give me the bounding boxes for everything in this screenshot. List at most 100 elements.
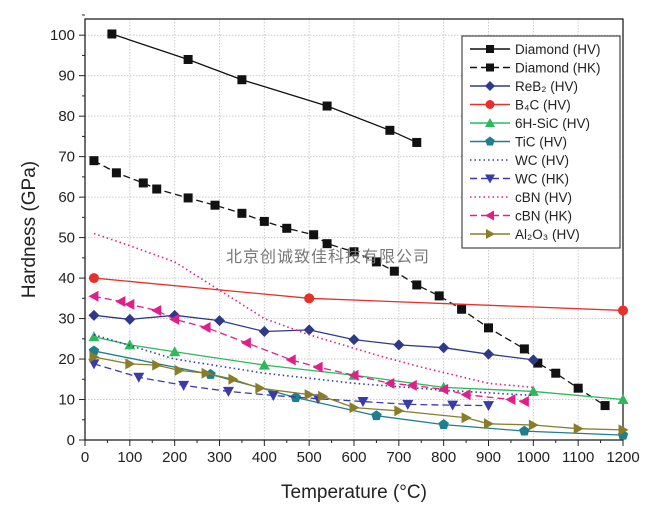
data-point xyxy=(222,386,234,397)
legend-label: Diamond (HV) xyxy=(515,42,601,57)
data-point xyxy=(309,230,319,240)
data-point xyxy=(151,304,162,316)
y-tick-label: 20 xyxy=(58,351,75,368)
data-point xyxy=(124,313,136,325)
data-point xyxy=(348,369,359,381)
legend-marker xyxy=(485,174,495,184)
y-tick-label: 80 xyxy=(58,108,75,125)
data-point xyxy=(406,379,417,391)
y-tick-label: 40 xyxy=(58,270,75,287)
data-point xyxy=(505,394,516,406)
data-point xyxy=(178,380,190,391)
data-point xyxy=(438,342,450,354)
data-point xyxy=(518,396,529,408)
data-point xyxy=(124,298,135,310)
legend-marker xyxy=(485,81,495,91)
data-point xyxy=(200,321,211,333)
data-point xyxy=(551,368,561,378)
data-point xyxy=(89,156,99,166)
data-point xyxy=(348,334,360,346)
data-point xyxy=(519,425,530,436)
y-tick-label: 10 xyxy=(58,392,75,409)
series-b-c-hv- xyxy=(88,273,628,316)
data-point xyxy=(259,216,269,226)
data-point xyxy=(152,184,162,194)
x-tick-label: 700 xyxy=(386,449,411,466)
legend-label: TiC (HV) xyxy=(515,135,567,150)
data-point xyxy=(169,313,180,325)
data-point xyxy=(258,326,270,338)
data-point xyxy=(237,75,247,85)
data-point xyxy=(183,193,193,203)
data-point xyxy=(183,54,193,64)
legend-label: WC (HV) xyxy=(515,153,569,168)
data-point xyxy=(88,309,100,321)
series-wc-hv- xyxy=(93,333,534,397)
legend-marker xyxy=(486,229,495,239)
y-tick-label: 30 xyxy=(58,311,75,328)
x-tick-label: 600 xyxy=(341,449,366,466)
legend-label: cBN (HV) xyxy=(515,190,572,205)
data-point xyxy=(88,273,99,284)
y-tick-label: 50 xyxy=(58,230,75,247)
x-tick-label: 1100 xyxy=(562,449,594,466)
data-point xyxy=(152,359,163,371)
data-point xyxy=(304,389,315,401)
series-line xyxy=(93,333,534,397)
legend-marker xyxy=(485,118,495,127)
data-point xyxy=(111,168,121,178)
series-line xyxy=(93,277,624,312)
legend-label: Diamond (HK) xyxy=(515,61,601,76)
series-line xyxy=(93,363,489,407)
series-cbn-hk- xyxy=(88,290,529,408)
data-point xyxy=(169,346,181,357)
data-point xyxy=(357,397,369,408)
data-point xyxy=(461,412,472,424)
y-tick-label: 0 xyxy=(67,432,75,449)
legend-marker xyxy=(485,136,495,146)
data-point xyxy=(89,351,100,363)
data-point xyxy=(600,401,610,411)
series-line xyxy=(93,295,525,403)
x-tick-label: 800 xyxy=(431,449,456,466)
data-point xyxy=(394,405,405,417)
data-point xyxy=(412,280,422,290)
data-point xyxy=(210,200,220,210)
data-point xyxy=(124,339,136,350)
x-tick-label: 500 xyxy=(297,449,322,466)
legend-label: B₄C (HV) xyxy=(515,98,571,113)
data-point xyxy=(107,29,117,39)
data-point xyxy=(138,178,148,188)
y-axis-title: Hardness (GPa) xyxy=(19,161,40,298)
data-point xyxy=(573,423,584,435)
data-point xyxy=(258,359,270,370)
legend-label: cBN (HK) xyxy=(515,209,572,224)
data-point xyxy=(282,223,292,233)
x-tick-label: 300 xyxy=(207,449,232,466)
data-point xyxy=(483,348,494,360)
series-wc-hk- xyxy=(88,359,494,412)
y-tick-label: 90 xyxy=(58,68,75,85)
x-tick-label: 1000 xyxy=(517,449,550,466)
data-point xyxy=(174,364,185,376)
legend-label: WC (HK) xyxy=(515,172,569,187)
legend-label: Al₂O₃ (HV) xyxy=(515,227,580,242)
data-point xyxy=(447,400,459,411)
data-point xyxy=(201,367,212,379)
data-point xyxy=(318,390,329,402)
x-tick-label: 1200 xyxy=(606,449,639,466)
data-point xyxy=(618,424,629,436)
data-point xyxy=(412,137,422,147)
data-point xyxy=(483,401,494,412)
data-point xyxy=(322,239,332,249)
legend-marker xyxy=(485,100,495,109)
x-tick-label: 900 xyxy=(476,449,501,466)
series-line xyxy=(93,336,624,401)
series-reb-hv- xyxy=(88,309,539,366)
data-point xyxy=(371,257,381,267)
data-point xyxy=(457,304,467,314)
legend: Diamond (HV) Diamond (HK) ReB₂ (HV) B₄C (HV… xyxy=(461,35,621,249)
data-point xyxy=(617,394,629,405)
